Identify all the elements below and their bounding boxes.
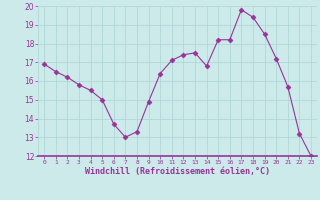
X-axis label: Windchill (Refroidissement éolien,°C): Windchill (Refroidissement éolien,°C) (85, 167, 270, 176)
